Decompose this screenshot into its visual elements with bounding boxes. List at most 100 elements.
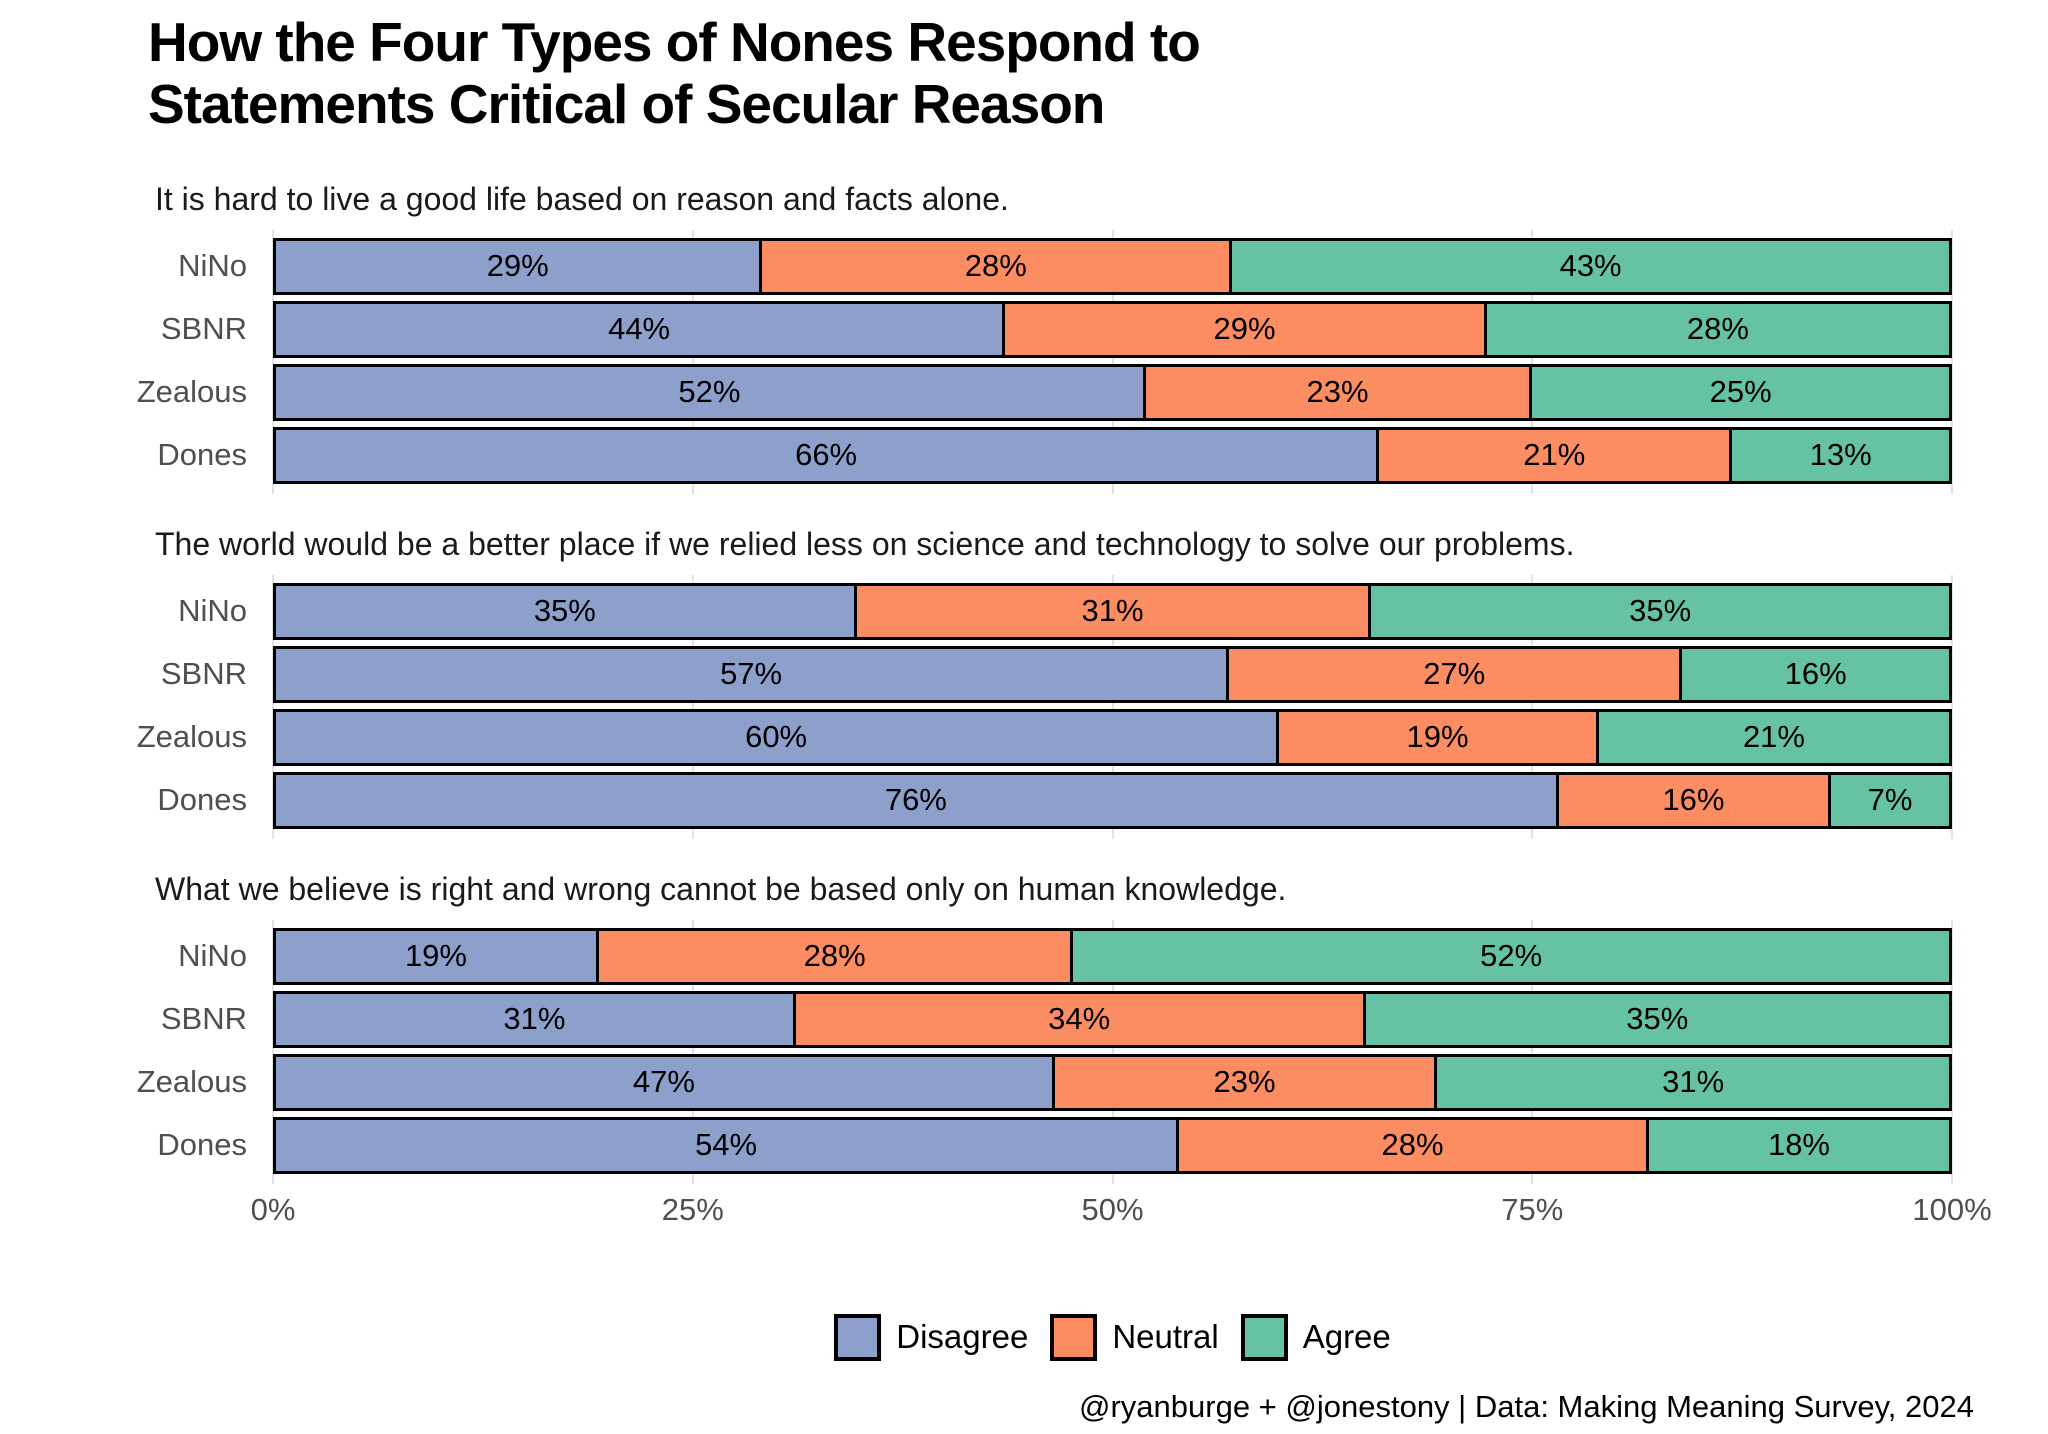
segment-value-label: 21% <box>1523 437 1586 473</box>
segment-value-label: 23% <box>1213 1064 1276 1100</box>
bar-row-nino: NiNo 19% 28% 52% <box>0 927 2048 985</box>
bar-segment-disagree: 76% <box>276 774 1556 826</box>
bar-segment-disagree: 57% <box>276 648 1227 700</box>
segment-value-label: 31% <box>503 1001 566 1037</box>
bar-row-zealous: Zealous 47% 23% 31% <box>0 1053 2048 1111</box>
segment-value-label: 47% <box>632 1064 695 1100</box>
bar-row-dones: Dones 66% 21% 13% <box>0 426 2048 484</box>
panel-3-statement: What we believe is right and wrong canno… <box>155 870 1287 907</box>
gridline <box>691 229 694 494</box>
legend-item-neutral: Neutral <box>1050 1313 1219 1361</box>
bar-segment-neutral: 27% <box>1226 648 1680 700</box>
bar-row-nino: NiNo 29% 28% 43% <box>0 237 2048 295</box>
bar-segment-agree: 18% <box>1645 1119 1950 1171</box>
bar-segment-agree: 35% <box>1368 585 1949 637</box>
segment-value-label: 44% <box>608 311 671 347</box>
bar-segment-agree: 43% <box>1229 240 1950 292</box>
stacked-bar: 66% 21% 13% <box>273 426 1952 484</box>
legend-label-agree: Agree <box>1302 1318 1391 1356</box>
segment-value-label: 28% <box>964 248 1027 284</box>
bar-row-dones: Dones 54% 28% 18% <box>0 1116 2048 1174</box>
bar-segment-disagree: 54% <box>276 1119 1177 1171</box>
segment-value-label: 28% <box>1686 311 1749 347</box>
bar-segment-neutral: 28% <box>759 240 1230 292</box>
stacked-bar: 52% 23% 25% <box>273 363 1952 421</box>
segment-value-label: 31% <box>1081 593 1144 629</box>
category-label: SBNR <box>160 1001 247 1037</box>
bar-segment-agree: 21% <box>1595 711 1949 763</box>
stacked-bar: 54% 28% 18% <box>273 1116 1952 1174</box>
category-label: Zealous <box>136 719 247 755</box>
gridline <box>1531 919 1534 1184</box>
bar-segment-agree: 25% <box>1529 366 1949 418</box>
gridline <box>1111 919 1114 1184</box>
category-label: Zealous <box>136 374 247 410</box>
segment-value-label: 23% <box>1306 374 1369 410</box>
segment-value-label: 19% <box>404 938 467 974</box>
bar-segment-agree: 16% <box>1679 648 1949 700</box>
bar-row-nino: NiNo 35% 31% 35% <box>0 582 2048 640</box>
panel-3: What we believe is right and wrong canno… <box>0 870 2048 1184</box>
bar-row-dones: Dones 76% 16% 7% <box>0 771 2048 829</box>
gridline <box>1531 574 1534 839</box>
stacked-bar: 76% 16% 7% <box>273 771 1952 829</box>
panel-2: The world would be a better place if we … <box>0 526 2048 839</box>
bar-segment-neutral: 23% <box>1142 366 1530 418</box>
panel-3-bars: NiNo 19% 28% 52% SBNR 31% 34% 35% Zealous 47% 23% 3… <box>0 919 2048 1184</box>
chart-title: How the Four Types of Nones Respond to S… <box>148 11 1201 135</box>
segment-value-label: 25% <box>1709 374 1772 410</box>
gridline <box>691 574 694 839</box>
bar-segment-agree: 35% <box>1362 993 1949 1045</box>
segment-value-label: 52% <box>1480 938 1543 974</box>
gridlines <box>272 919 1953 1184</box>
bar-segment-disagree: 66% <box>276 429 1377 481</box>
segment-value-label: 66% <box>795 437 858 473</box>
bar-segment-agree: 52% <box>1070 930 1949 982</box>
gridline <box>1951 229 1953 494</box>
panel-1-bars: NiNo 29% 28% 43% SBNR 44% 29% 28% Zealous 52% 23% 2… <box>0 229 2048 494</box>
segment-value-label: 29% <box>1213 311 1276 347</box>
segment-value-label: 54% <box>695 1127 758 1163</box>
gridline <box>1111 574 1114 839</box>
bar-segment-neutral: 21% <box>1376 429 1730 481</box>
segment-value-label: 35% <box>1626 1001 1689 1037</box>
legend-label-neutral: Neutral <box>1112 1318 1219 1356</box>
category-label: NiNo <box>178 248 247 284</box>
category-label: Zealous <box>136 1064 247 1100</box>
segment-value-label: 29% <box>486 248 549 284</box>
gridline <box>272 574 274 839</box>
credit-caption: @ryanburge + @jonestony | Data: Making M… <box>1079 1388 1974 1424</box>
segment-value-label: 16% <box>1784 656 1847 692</box>
bar-segment-disagree: 31% <box>276 993 793 1045</box>
category-label: Dones <box>157 782 247 818</box>
bar-segment-disagree: 47% <box>276 1056 1052 1108</box>
bar-segment-disagree: 44% <box>276 303 1003 355</box>
legend-item-agree: Agree <box>1240 1313 1391 1361</box>
bar-row-sbnr: SBNR 31% 34% 35% <box>0 990 2048 1048</box>
gridline <box>1951 919 1953 1184</box>
segment-value-label: 28% <box>803 938 866 974</box>
segment-value-label: 7% <box>1867 782 1913 818</box>
segment-value-label: 16% <box>1662 782 1725 818</box>
stacked-bar: 19% 28% 52% <box>273 927 1952 985</box>
segment-value-label: 19% <box>1406 719 1469 755</box>
segment-value-label: 28% <box>1381 1127 1444 1163</box>
segment-value-label: 31% <box>1662 1064 1725 1100</box>
segment-value-label: 13% <box>1809 437 1872 473</box>
legend-label-disagree: Disagree <box>896 1318 1029 1356</box>
category-label: SBNR <box>160 656 247 692</box>
segment-value-label: 27% <box>1423 656 1486 692</box>
category-label: SBNR <box>160 311 247 347</box>
gridline <box>1951 574 1953 839</box>
bar-segment-disagree: 19% <box>276 930 596 982</box>
legend-swatch-neutral <box>1050 1313 1098 1361</box>
bar-row-zealous: Zealous 52% 23% 25% <box>0 363 2048 421</box>
panel-1-statement: It is hard to live a good life based on … <box>155 181 1009 218</box>
bar-row-zealous: Zealous 60% 19% 21% <box>0 708 2048 766</box>
x-tick-label-75: 75% <box>1501 1191 1564 1227</box>
bar-segment-neutral: 28% <box>595 930 1071 982</box>
panel-1: It is hard to live a good life based on … <box>0 181 2048 494</box>
bar-segment-agree: 28% <box>1483 303 1949 355</box>
stacked-bar: 29% 28% 43% <box>273 237 1952 295</box>
segment-value-label: 35% <box>533 593 596 629</box>
